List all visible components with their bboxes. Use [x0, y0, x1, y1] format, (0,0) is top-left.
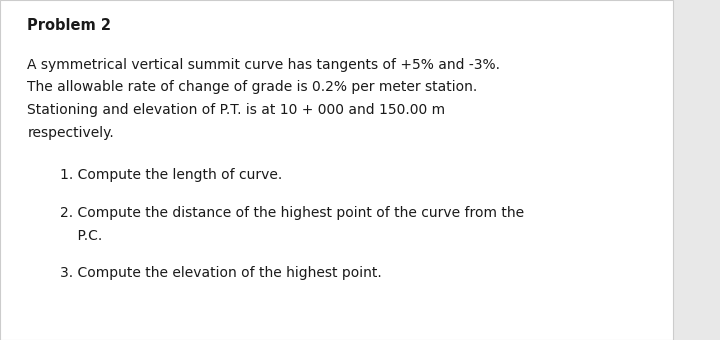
Text: 3. Compute the elevation of the highest point.: 3. Compute the elevation of the highest …	[60, 267, 382, 280]
Text: The allowable rate of change of grade is 0.2% per meter station.: The allowable rate of change of grade is…	[27, 81, 477, 95]
Text: A symmetrical vertical summit curve has tangents of +5% and -3%.: A symmetrical vertical summit curve has …	[27, 58, 500, 72]
Text: Stationing and elevation of P.T. is at 10 + 000 and 150.00 m: Stationing and elevation of P.T. is at 1…	[27, 103, 446, 117]
Text: 2. Compute the distance of the highest point of the curve from the: 2. Compute the distance of the highest p…	[60, 206, 524, 220]
Text: Problem 2: Problem 2	[27, 18, 112, 33]
FancyBboxPatch shape	[0, 0, 673, 340]
Text: respectively.: respectively.	[27, 125, 114, 139]
Text: 1. Compute the length of curve.: 1. Compute the length of curve.	[60, 168, 282, 182]
Text: P.C.: P.C.	[60, 228, 102, 242]
